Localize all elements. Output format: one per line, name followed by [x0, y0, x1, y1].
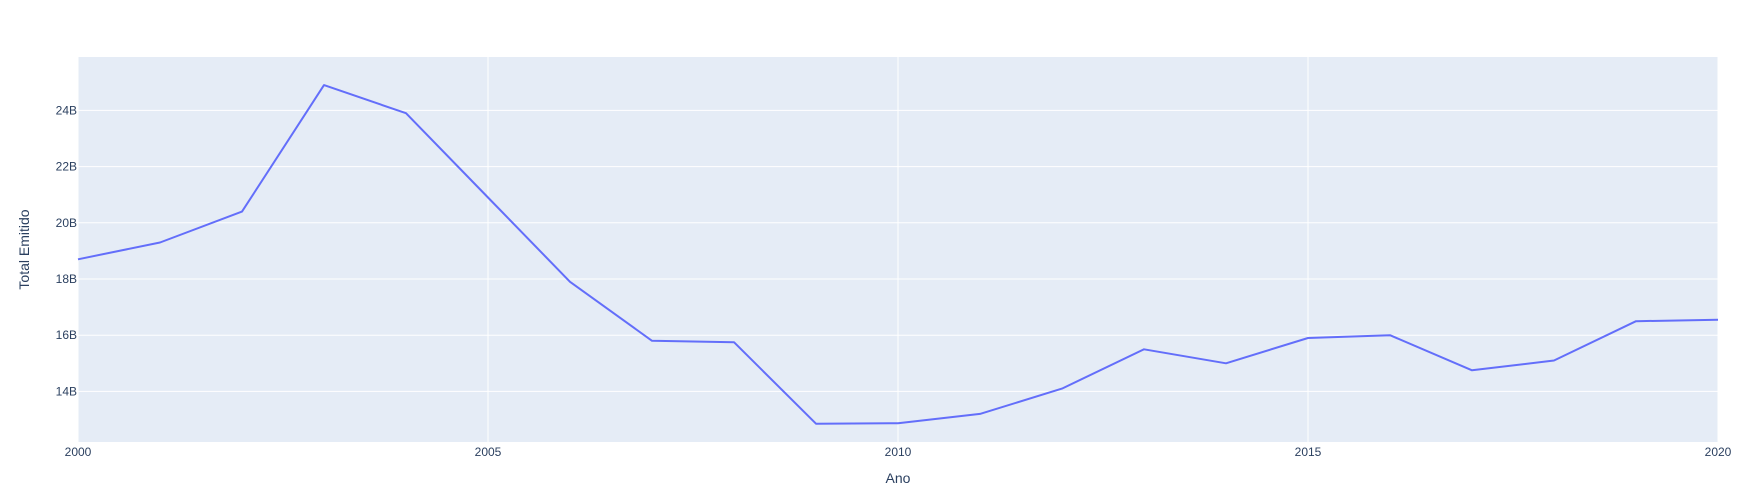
y-tick-label: 18B [56, 272, 77, 286]
y-axis-ticks: 14B 16B 18B 20B 22B 24B [56, 103, 77, 398]
y-tick-label: 16B [56, 328, 77, 342]
x-axis-title: Ano [886, 470, 911, 486]
series-line [77, 84, 1719, 425]
x-tick-label: 2000 [65, 445, 92, 459]
x-tick-label: 2020 [1705, 445, 1732, 459]
y-tick-label: 14B [56, 384, 77, 398]
x-tick-label: 2010 [885, 445, 912, 459]
x-axis-ticks: 2000 2005 2010 2015 2020 [65, 445, 1732, 459]
y-axis-title: Total Emitido [16, 209, 32, 289]
x-tick-label: 2015 [1295, 445, 1322, 459]
y-tick-label: 20B [56, 216, 77, 230]
x-tick-label: 2005 [475, 445, 502, 459]
y-tick-label: 24B [56, 103, 77, 117]
y-tick-label: 22B [56, 160, 77, 174]
series-layer [77, 84, 1719, 425]
gridlines [77, 57, 1719, 442]
